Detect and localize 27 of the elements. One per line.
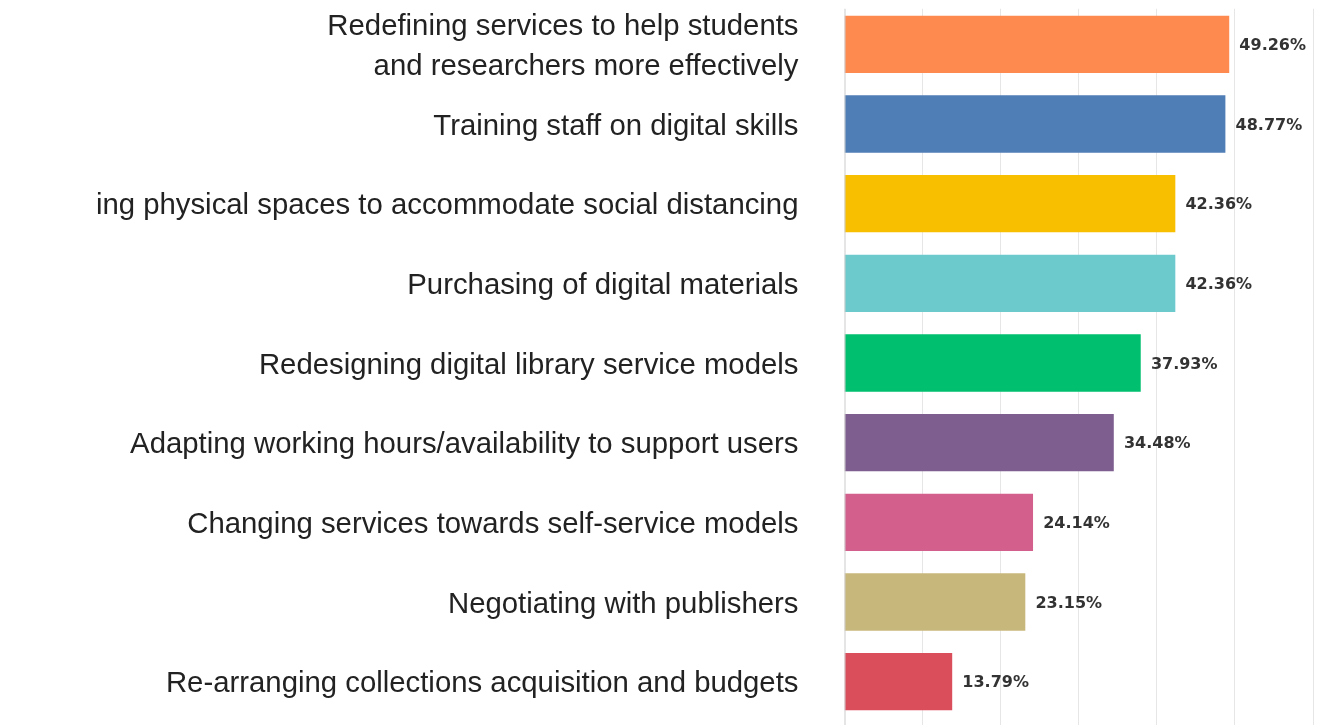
data-label: 42.36% — [1185, 273, 1253, 293]
y-tick-label: Redesigning digital library service models — [258, 346, 799, 380]
y-tick-label: Adapting working hours/availability to support users — [130, 426, 799, 460]
y-tick-label: Negotiating with publishers — [447, 585, 799, 619]
data-label: 23.15% — [1035, 592, 1103, 612]
bar — [844, 175, 1176, 233]
y-tick-label: Redefining services to help students and researchers more effectively — [327, 8, 799, 81]
data-label: 13.79% — [962, 672, 1029, 692]
y-tick-label: Purchasing of digital materials — [407, 266, 799, 300]
y-tick-label: Changing services towards self-service models — [187, 505, 799, 539]
data-label: 24.14% — [1043, 512, 1110, 532]
bar — [844, 95, 1226, 153]
bar — [844, 254, 1176, 313]
bar — [844, 573, 1026, 631]
y-tick-label: Training staff on digital skills — [433, 107, 799, 141]
bar — [844, 493, 1034, 552]
bar — [844, 653, 953, 711]
bar — [844, 414, 1114, 472]
bar — [844, 334, 1141, 392]
data-label: 48.77% — [1235, 114, 1303, 134]
y-tick-label: Re-arranging collections acquisition and budgets — [165, 665, 799, 699]
data-label: 34.48% — [1123, 433, 1191, 453]
y-tick-label: ing physical spaces to accommodate social distancing — [95, 187, 799, 221]
bar — [844, 15, 1230, 74]
data-label: 37.93% — [1150, 353, 1218, 373]
data-label: 49.26% — [1239, 34, 1307, 54]
data-label: 42.36% — [1185, 194, 1253, 214]
